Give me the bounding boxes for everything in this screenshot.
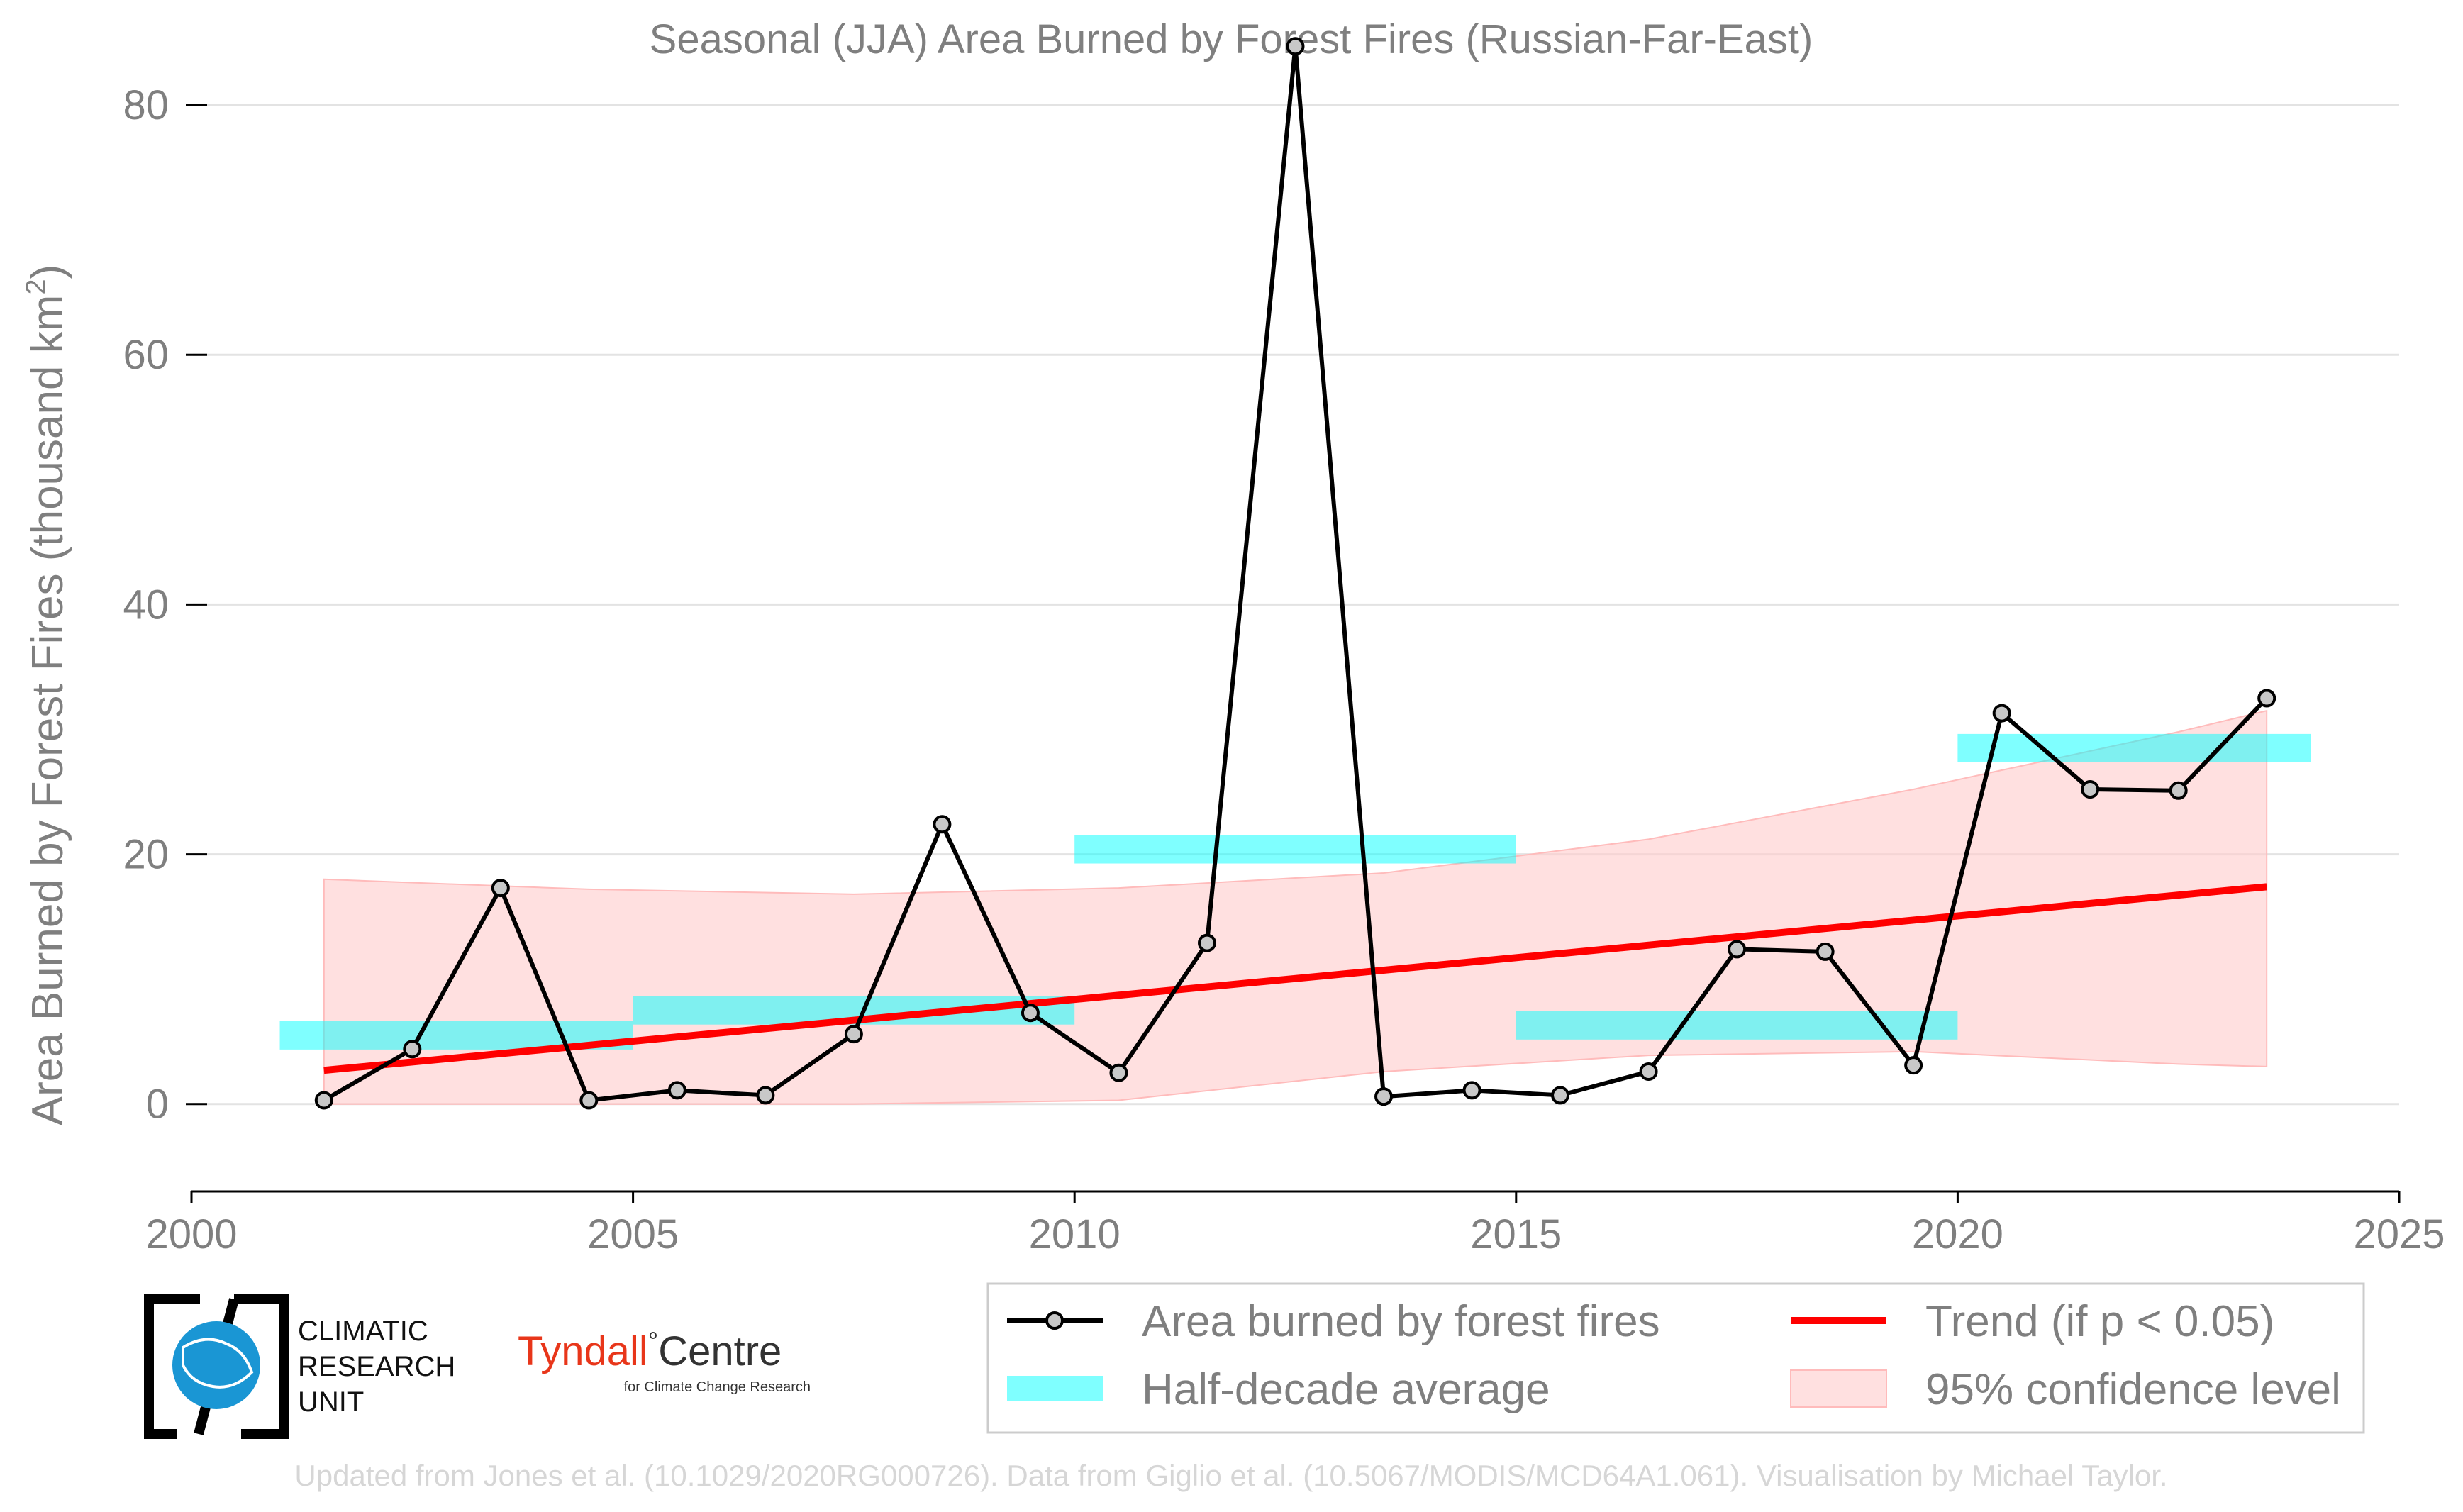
data-point-0 bbox=[314, 1091, 333, 1110]
y-tick-label-40: 40 bbox=[123, 582, 169, 628]
half-decade-bar-4 bbox=[1957, 733, 2311, 762]
tyndall-logo-degree: ° bbox=[648, 1326, 658, 1355]
y-axis-label-close: ) bbox=[23, 265, 72, 279]
data-point-1 bbox=[403, 1040, 422, 1059]
tyndall-logo-centre: Centre bbox=[658, 1328, 782, 1374]
area-burned-series bbox=[314, 37, 2276, 1110]
data-point-22 bbox=[2257, 689, 2276, 708]
credit-line: Updated from Jones et al. (10.1029/2020R… bbox=[294, 1459, 2167, 1492]
trend-line bbox=[323, 883, 2267, 1074]
cru-logo-line3: UNIT bbox=[298, 1386, 364, 1418]
data-point-17 bbox=[1816, 942, 1835, 961]
data-point-7 bbox=[933, 815, 952, 834]
half-decade-bars bbox=[279, 733, 2311, 1050]
legend: Area burned by forest fires Trend (if p … bbox=[986, 1282, 2365, 1434]
cru-logo: CLIMATIC RESEARCH UNIT bbox=[144, 1294, 455, 1439]
tyndall-logo: Tyndall°Centre for Climate Change Resear… bbox=[518, 1326, 811, 1395]
y-tick-label-0: 0 bbox=[146, 1082, 169, 1128]
tyndall-logo-name: Tyndall bbox=[518, 1328, 648, 1374]
legend-box bbox=[986, 1282, 2365, 1434]
data-point-11 bbox=[1286, 37, 1305, 56]
data-point-13 bbox=[1462, 1081, 1481, 1100]
y-axis-ticks: 0 20 40 60 80 bbox=[123, 82, 207, 1128]
legend-swatch-halfdecade bbox=[1007, 1376, 1103, 1401]
data-point-8 bbox=[1021, 1004, 1040, 1023]
trend-line-segment bbox=[323, 883, 2267, 1074]
x-tick-label-2010: 2010 bbox=[1029, 1211, 1121, 1257]
data-point-19 bbox=[1992, 704, 2011, 723]
y-axis-label-sup: 2 bbox=[21, 279, 52, 294]
y-tick-label-80: 80 bbox=[123, 82, 169, 128]
data-point-5 bbox=[756, 1086, 775, 1105]
y-tick-label-60: 60 bbox=[123, 332, 169, 378]
data-point-10 bbox=[1197, 933, 1216, 952]
x-tick-label-2020: 2020 bbox=[1912, 1211, 2003, 1257]
data-point-18 bbox=[1904, 1056, 1923, 1075]
data-point-14 bbox=[1551, 1086, 1570, 1105]
data-point-16 bbox=[1728, 940, 1747, 959]
cru-logo-bracket-left bbox=[144, 1294, 200, 1439]
y-axis-label: Area Burned by Forest Fires (thousand km… bbox=[21, 265, 72, 1126]
x-axis-ticks: 2000 2005 2010 2015 2020 2025 bbox=[145, 1191, 2445, 1257]
legend-label-halfdecade: Half-decade average bbox=[1142, 1365, 1550, 1414]
data-point-6 bbox=[844, 1025, 863, 1044]
cru-logo-line1: CLIMATIC bbox=[298, 1316, 428, 1347]
data-point-3 bbox=[579, 1091, 599, 1110]
x-tick-label-2025: 2025 bbox=[2353, 1211, 2445, 1257]
data-point-20 bbox=[2081, 780, 2100, 799]
legend-label-main: Area burned by forest fires bbox=[1142, 1297, 1660, 1346]
legend-label-trend: Trend (if p < 0.05) bbox=[1925, 1297, 2274, 1346]
globe-icon bbox=[172, 1321, 260, 1409]
cru-logo-bracket-right bbox=[234, 1294, 289, 1439]
y-tick-label-20: 20 bbox=[123, 832, 169, 878]
data-point-21 bbox=[2169, 781, 2188, 800]
data-point-2 bbox=[491, 879, 510, 898]
data-point-12 bbox=[1374, 1087, 1394, 1106]
data-point-9 bbox=[1109, 1063, 1128, 1082]
globe-icon-land bbox=[182, 1338, 254, 1389]
data-point-4 bbox=[667, 1081, 686, 1100]
chart-title: Seasonal (JJA) Area Burned by Forest Fir… bbox=[650, 16, 1813, 62]
cru-logo-line2: RESEARCH bbox=[298, 1351, 455, 1382]
legend-swatch-main-marker bbox=[1045, 1311, 1064, 1330]
data-point-15 bbox=[1639, 1062, 1658, 1081]
legend-label-ci: 95% confidence level bbox=[1925, 1365, 2341, 1414]
y-axis-label-main: Area Burned by Forest Fires (thousand km bbox=[23, 295, 72, 1126]
x-tick-label-2005: 2005 bbox=[587, 1211, 679, 1257]
legend-swatch-ci bbox=[1790, 1369, 1887, 1408]
x-tick-label-2000: 2000 bbox=[145, 1211, 237, 1257]
x-tick-label-2015: 2015 bbox=[1470, 1211, 1562, 1257]
half-decade-bar-2 bbox=[1074, 835, 1516, 864]
tyndall-logo-subtitle: for Climate Change Research bbox=[624, 1379, 811, 1395]
tyndall-logo-title: Tyndall°Centre bbox=[518, 1326, 782, 1374]
